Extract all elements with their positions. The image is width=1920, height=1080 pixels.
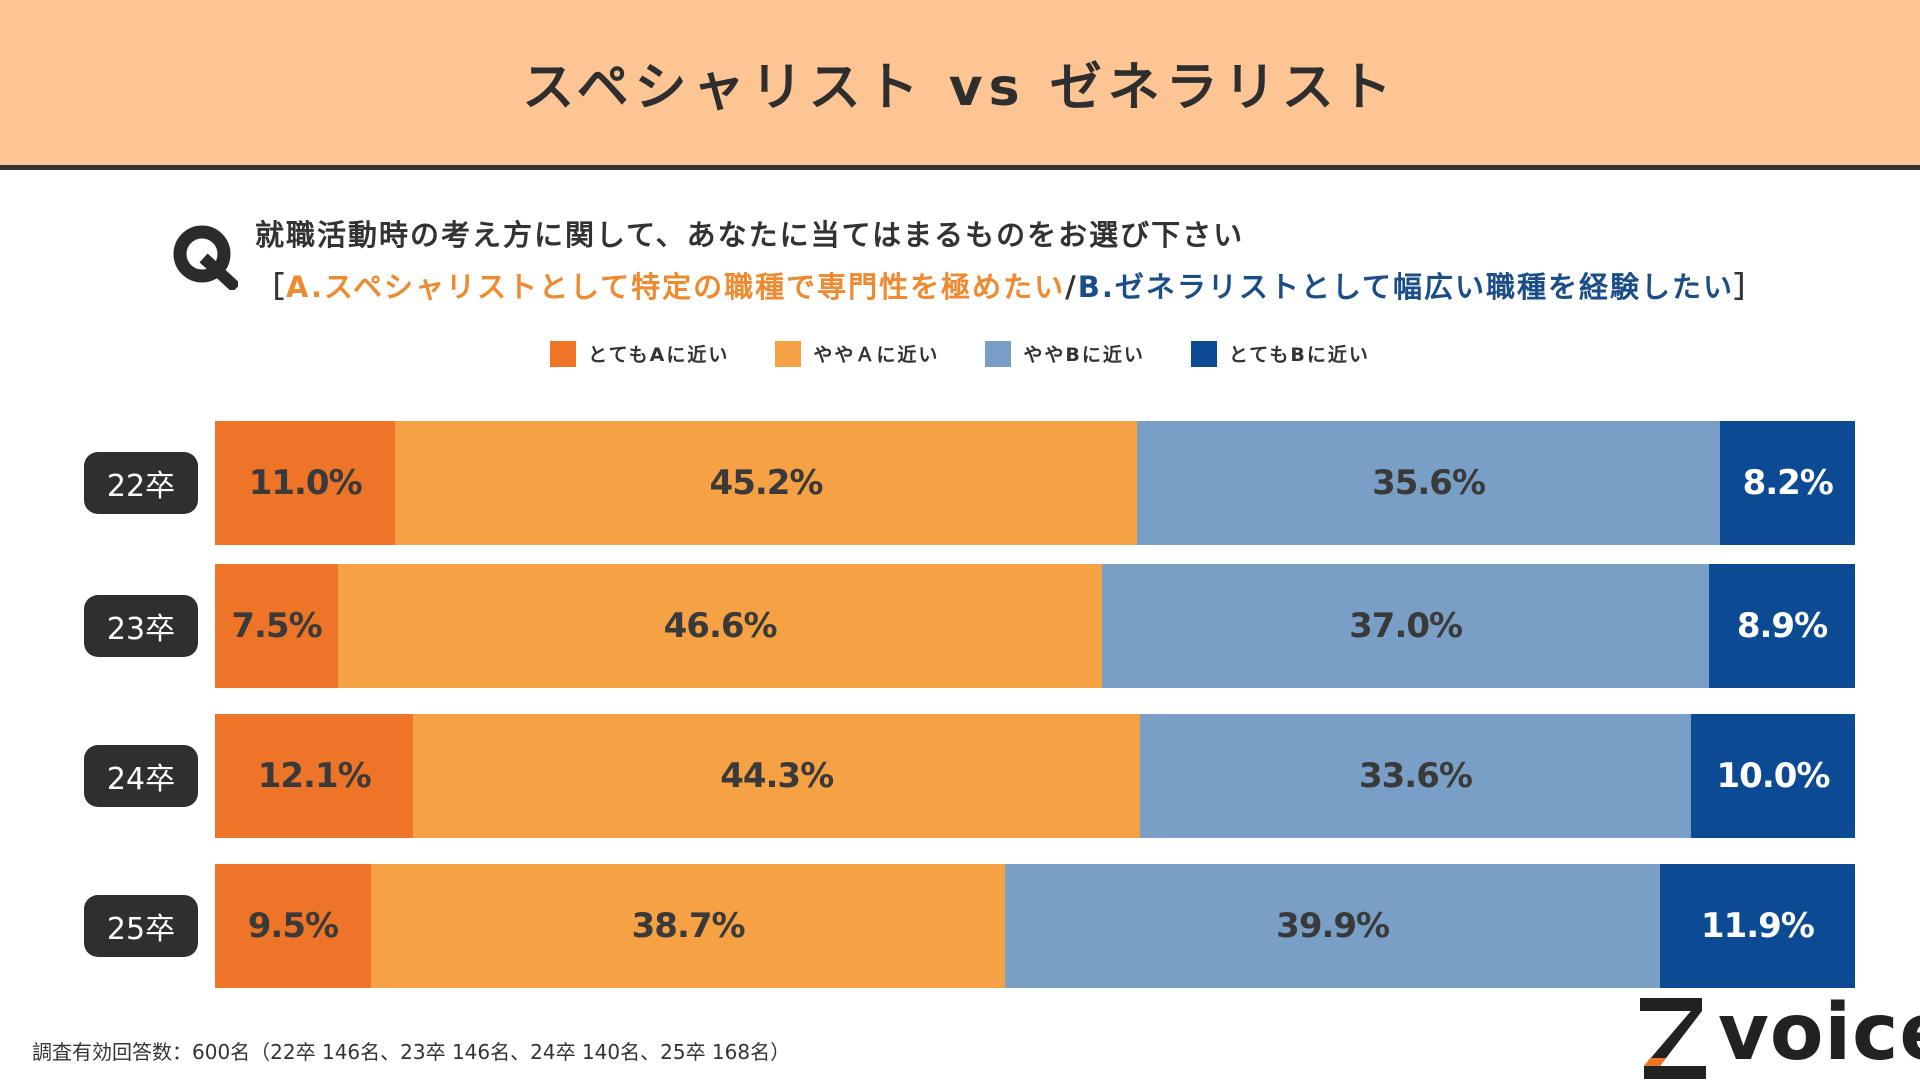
category-label: 25卒 [84, 895, 198, 957]
option-b-text: B.ゼネラリストとして幅広い職種を経験したい [1077, 270, 1734, 304]
legend-item-very-b: とてもBに近い [1190, 340, 1370, 367]
header-banner: スペシャリスト vs ゼネラリスト [0, 0, 1920, 170]
bar-segment-somewhat-a: 44.3% [413, 714, 1140, 838]
bar-segment-somewhat-b: 33.6% [1139, 714, 1691, 838]
category-label: 22卒 [84, 452, 198, 514]
bar-segment-very-b: 10.0% [1690, 714, 1855, 838]
legend-swatch [1190, 340, 1217, 367]
legend-label: ややＡに近い [813, 344, 940, 366]
question-q-icon [173, 225, 238, 290]
bar-segment-very-a: 7.5% [215, 564, 338, 688]
bar-segment-somewhat-a: 38.7% [370, 864, 1006, 988]
z-logo-mark [1640, 998, 1706, 1079]
legend-item-very-a: とてもAに近い [550, 340, 729, 367]
option-a-text: A.スペシャリストとして特定の職種で専門性を極めたい [286, 270, 1066, 304]
option-separator: / [1065, 270, 1078, 304]
logo-text: voice [1718, 996, 1920, 1078]
bar-segment-somewhat-b: 39.9% [1005, 864, 1660, 988]
category-label: 24卒 [84, 745, 198, 807]
question-text: 就職活動時の考え方に関して、あなたに当てはまるものをお選び下さい [255, 218, 1245, 252]
bar-segment-somewhat-b: 37.0% [1102, 564, 1710, 688]
question-block: 就職活動時の考え方に関して、あなたに当てはまるものをお選び下さい ［A.スペシャ… [255, 212, 1895, 306]
bar-row: 12.1% 44.3% 33.6% 10.0% [215, 714, 1855, 838]
legend-swatch [775, 340, 802, 367]
legend-swatch [550, 340, 577, 367]
legend-item-somewhat-a: ややＡに近い [775, 340, 939, 367]
bar-segment-somewhat-a: 45.2% [395, 421, 1137, 545]
legend-swatch [985, 340, 1012, 367]
bar-row: 11.0% 45.2% 35.6% 8.2% [215, 421, 1855, 545]
category-label: 23卒 [84, 595, 198, 657]
zvoice-logo: voice [1636, 996, 1920, 1080]
page-title: スペシャリスト vs ゼネラリスト [522, 58, 1398, 118]
footnote: 調査有効回答数：600名（22卒 146名、23卒 146名、24卒 140名、… [32, 1040, 791, 1064]
bracket-open: ［ [255, 270, 287, 304]
bar-segment-very-a: 11.0% [215, 421, 396, 545]
bracket-close: ］ [1733, 270, 1765, 304]
legend-label: とてもBに近い [1228, 344, 1370, 366]
bar-row: 9.5% 38.7% 39.9% 11.9% [215, 864, 1855, 988]
legend-item-somewhat-b: ややBに近い [985, 340, 1144, 367]
bar-segment-very-a: 12.1% [215, 714, 414, 838]
bar-row: 7.5% 46.6% 37.0% 8.9% [215, 564, 1855, 688]
bar-segment-very-b: 11.9% [1659, 864, 1855, 988]
bar-segment-somewhat-a: 46.6% [338, 564, 1103, 688]
question-options: ［A.スペシャリストとして特定の職種で専門性を極めたい/B.ゼネラリストとして幅… [255, 264, 1895, 306]
bar-segment-very-a: 9.5% [215, 864, 371, 988]
bar-segment-somewhat-b: 35.6% [1136, 421, 1721, 545]
chart-legend: とてもAに近い ややＡに近い ややBに近い とてもBに近い [0, 340, 1920, 367]
bar-segment-very-b: 8.2% [1720, 421, 1855, 545]
legend-label: とてもAに近い [588, 344, 730, 366]
legend-label: ややBに近い [1023, 344, 1145, 366]
bar-segment-very-b: 8.9% [1709, 564, 1855, 688]
